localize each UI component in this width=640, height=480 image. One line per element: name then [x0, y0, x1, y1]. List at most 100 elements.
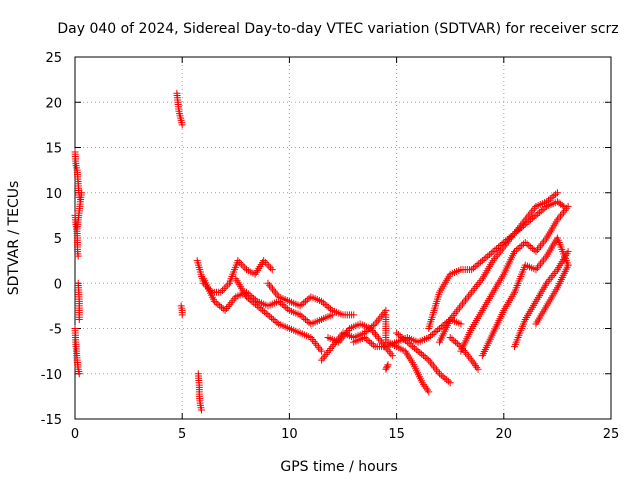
data-point: [458, 300, 466, 308]
data-point: [325, 303, 333, 311]
data-point: [527, 216, 535, 224]
data-point: [450, 337, 458, 345]
data-point: [536, 208, 544, 216]
data-point: [537, 260, 545, 268]
data-point: [478, 257, 486, 265]
data-point: [546, 275, 554, 283]
data-point: [253, 302, 261, 310]
data-point: [521, 220, 529, 228]
data-point: [375, 334, 383, 342]
data-point: [446, 334, 454, 342]
data-point: [420, 381, 428, 389]
data-point: [516, 243, 524, 251]
data-point: [385, 348, 393, 356]
data-point: [435, 370, 443, 378]
data-point: [465, 292, 473, 300]
data-point: [257, 305, 265, 313]
data-point: [528, 214, 536, 222]
data-point: [362, 335, 370, 343]
data-point: [484, 252, 492, 260]
data-point: [298, 300, 306, 308]
data-point: [364, 337, 372, 345]
data-point: [318, 297, 326, 305]
data-point: [552, 190, 560, 198]
data-point: [267, 264, 275, 272]
data-point: [77, 189, 85, 197]
data-point: [429, 362, 437, 370]
data-point: [475, 279, 483, 287]
data-point: [325, 346, 333, 354]
data-point: [468, 288, 476, 296]
data-point: [178, 121, 186, 129]
data-point: [300, 314, 308, 322]
data-point: [558, 210, 566, 218]
data-point: [323, 302, 331, 310]
data-point: [374, 316, 382, 324]
data-point: [243, 293, 251, 301]
data-point: [529, 206, 537, 214]
data-point: [525, 217, 533, 225]
data-point: [547, 273, 555, 281]
data-point: [237, 260, 245, 268]
data-point: [489, 248, 497, 256]
data-point: [223, 304, 231, 312]
y-tick-label: 20: [45, 96, 62, 111]
data-point: [280, 302, 288, 310]
data-point: [326, 305, 334, 313]
data-point: [265, 262, 273, 270]
data-point: [369, 341, 377, 349]
data-point: [437, 323, 445, 331]
data-point: [430, 329, 438, 337]
x-tick-label: 25: [603, 427, 620, 442]
data-point: [538, 258, 546, 266]
data-point: [263, 260, 271, 268]
data-point: [537, 207, 545, 215]
grid: [75, 57, 611, 419]
data-point: [421, 382, 429, 390]
data-point: [418, 350, 426, 358]
data-point: [402, 337, 410, 345]
data-point: [519, 222, 527, 230]
data-point: [218, 303, 226, 311]
data-point: [523, 240, 531, 248]
y-tick-label: 25: [45, 51, 62, 66]
data-point: [398, 334, 406, 342]
data-point: [360, 334, 368, 342]
data-point: [512, 246, 520, 254]
data-point: [366, 338, 374, 346]
data-point: [540, 256, 548, 264]
data-point: [534, 210, 542, 218]
data-point: [318, 347, 326, 355]
data-point: [239, 262, 247, 270]
data-point: [261, 258, 269, 266]
data-point: [405, 340, 413, 348]
x-tick-label: 5: [178, 427, 186, 442]
data-point: [305, 318, 313, 326]
x-tick-label: 20: [496, 427, 513, 442]
data-point: [301, 315, 309, 323]
y-tick-label: 10: [45, 187, 62, 202]
x-axis-label: GPS time / hours: [280, 459, 397, 475]
data-point: [303, 296, 311, 304]
data-point: [432, 366, 440, 374]
data-point: [564, 202, 572, 210]
data-point: [219, 286, 227, 294]
data-point: [262, 309, 270, 317]
data-point: [407, 341, 415, 349]
data-point: [197, 406, 205, 414]
data-point: [469, 358, 477, 366]
data-point: [409, 343, 417, 351]
data-point: [528, 245, 536, 253]
data-point: [533, 246, 541, 254]
data-point: [266, 312, 274, 320]
data-point: [428, 360, 436, 368]
data-point: [373, 332, 381, 340]
y-tick-label: -5: [49, 323, 62, 338]
data-point: [457, 302, 465, 310]
x-tick-label: 10: [281, 427, 298, 442]
data-point: [314, 343, 322, 351]
data-point: [448, 335, 456, 343]
x-tick-label: 0: [71, 427, 79, 442]
data-point: [328, 343, 336, 351]
data-point: [518, 242, 526, 250]
